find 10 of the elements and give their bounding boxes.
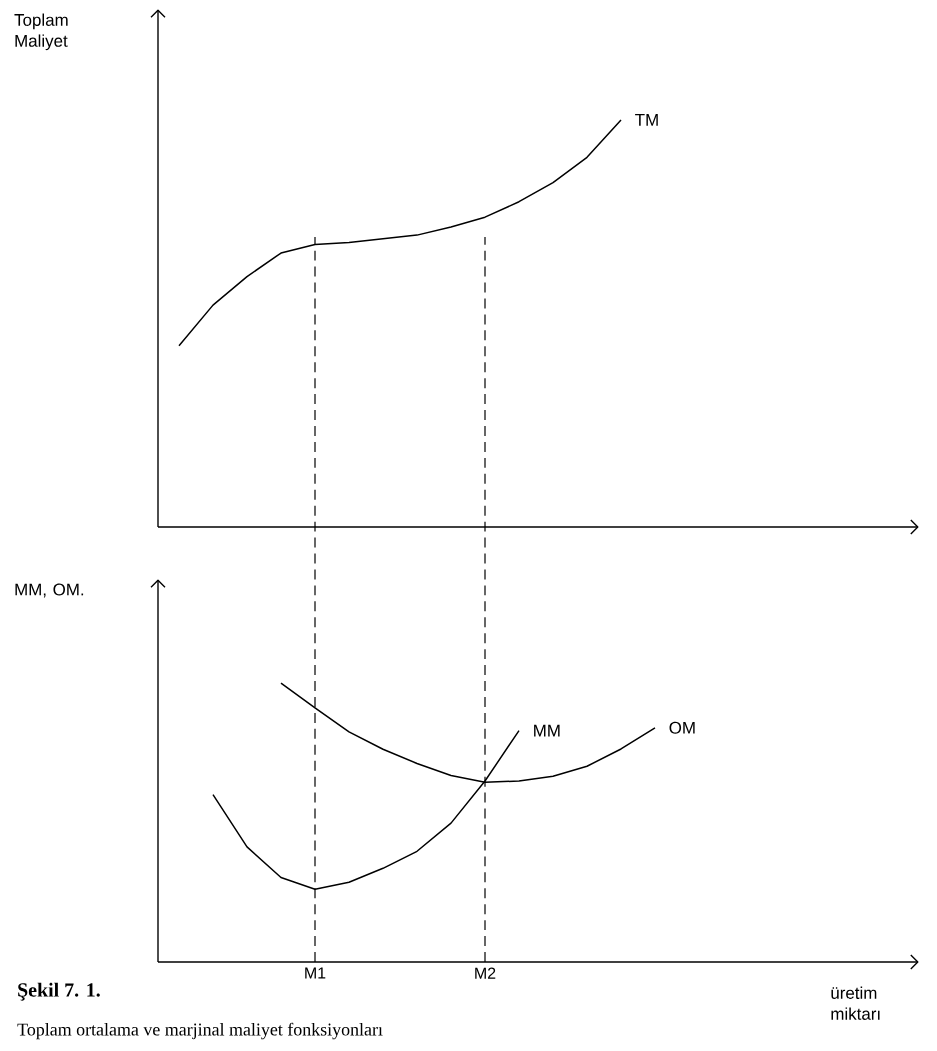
x-tick-label: M1 [305,967,326,979]
x-axis-title: üretim miktarı [831,986,880,1020]
series-label: MM [534,724,560,737]
series-label: OM [669,721,695,734]
x-tick-label: M2 [475,967,496,979]
series-label: TM [635,114,658,126]
y-axis-title: Toplam Maliyet [14,13,68,51]
y-axis-title: MM, OM. [15,583,84,598]
text: Şekil 7. 1. [18,982,100,1001]
text: Toplam ortalama ve marjinal maliyet fonksiyonları [17,1022,383,1040]
